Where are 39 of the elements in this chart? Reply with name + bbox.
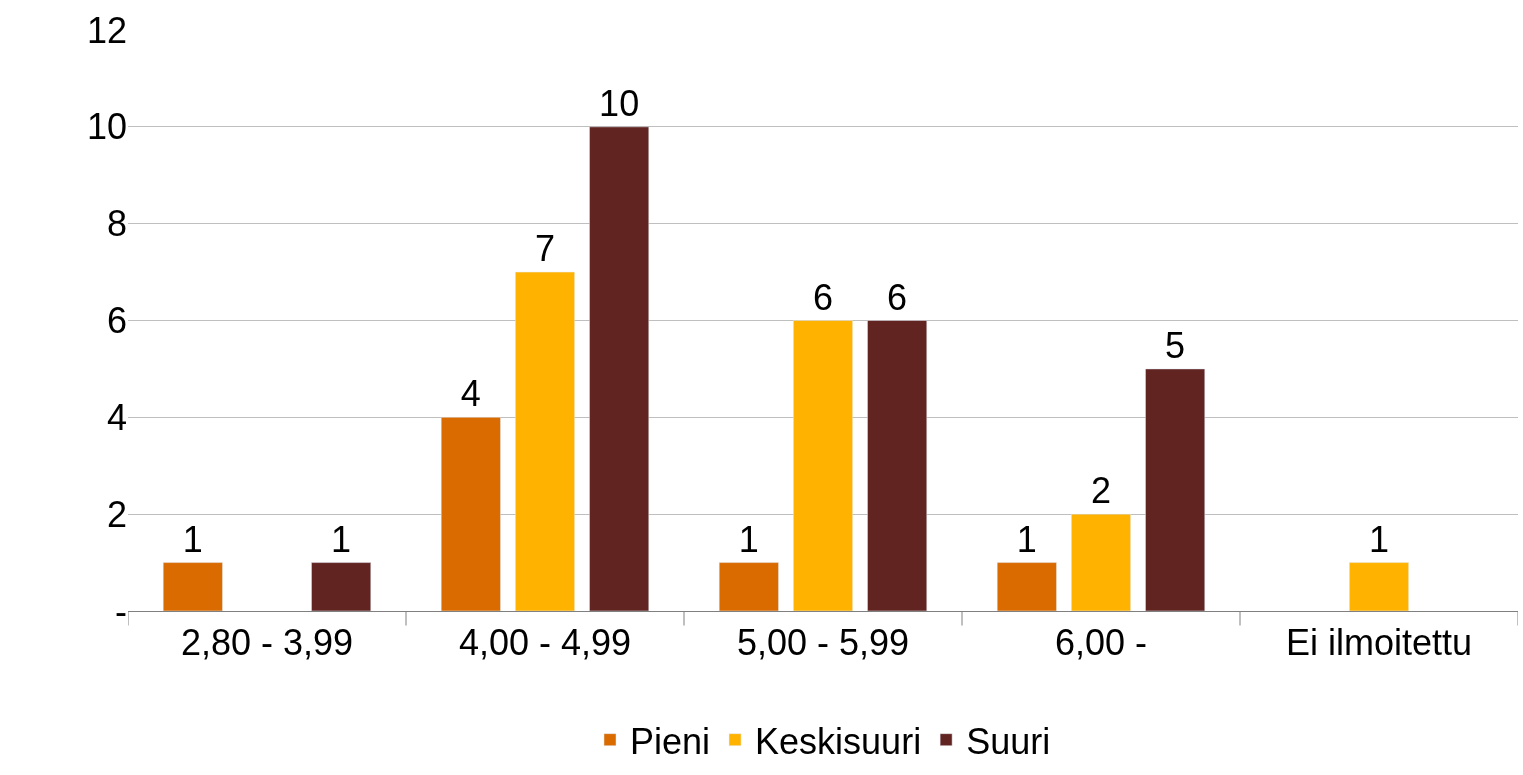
data-label: 1 — [1368, 518, 1390, 560]
bar — [311, 562, 372, 611]
data-label: 10 — [599, 82, 640, 124]
data-label: 6 — [812, 276, 834, 318]
data-label: 4 — [460, 373, 481, 415]
bar — [793, 320, 853, 611]
bar — [1071, 513, 1131, 611]
x-tick-label: 4,00 - 4,99 — [458, 622, 632, 664]
bar — [589, 126, 650, 611]
data-label: 2 — [1090, 470, 1112, 512]
data-label: 1 — [1016, 518, 1037, 560]
x-tick-label: 6,00 - — [1054, 622, 1148, 664]
bar — [1145, 368, 1206, 611]
x-tick-label: Ei ilmoitettu — [1285, 622, 1473, 664]
bar — [996, 562, 1057, 611]
data-label: 1 — [182, 518, 203, 560]
bar — [867, 320, 928, 611]
y-tick-label: 6 — [106, 300, 127, 342]
legend-label: Suuri — [966, 720, 1051, 762]
legend-label: Keskisuuri — [755, 720, 922, 762]
y-tick-label: 2 — [106, 493, 127, 535]
y-tick-label: 10 — [86, 106, 127, 148]
data-label: 6 — [887, 276, 908, 318]
bar — [162, 562, 223, 611]
bar — [718, 562, 779, 611]
y-tick-label: 12 — [86, 9, 127, 51]
y-tick-label: 4 — [106, 396, 127, 438]
data-label: 7 — [534, 228, 556, 270]
bar — [1349, 562, 1409, 611]
y-tick-label: 8 — [106, 203, 127, 245]
x-tick-label: 2,80 - 3,99 — [180, 622, 354, 664]
bar — [440, 417, 501, 611]
x-tick-label: 5,00 - 5,99 — [736, 622, 910, 664]
data-label: 5 — [1165, 324, 1186, 366]
data-label: 1 — [738, 518, 759, 560]
y-tick-label: - — [115, 590, 127, 632]
bar — [515, 271, 575, 611]
data-label: 1 — [331, 518, 352, 560]
legend-label: Pieni — [630, 720, 711, 762]
